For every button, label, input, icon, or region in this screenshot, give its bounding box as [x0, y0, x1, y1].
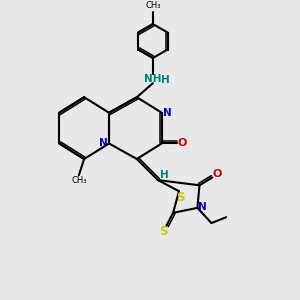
Text: S: S	[176, 190, 184, 203]
Text: S: S	[159, 225, 168, 238]
Text: N: N	[163, 108, 171, 118]
Text: CH₃: CH₃	[145, 2, 161, 10]
Text: O: O	[212, 169, 222, 178]
Text: CH₃: CH₃	[71, 176, 87, 185]
Text: H: H	[160, 170, 169, 180]
Text: NH: NH	[144, 74, 162, 84]
Text: N: N	[99, 139, 108, 148]
Text: H: H	[161, 75, 170, 85]
Text: N: N	[198, 202, 207, 212]
Text: O: O	[178, 138, 187, 148]
